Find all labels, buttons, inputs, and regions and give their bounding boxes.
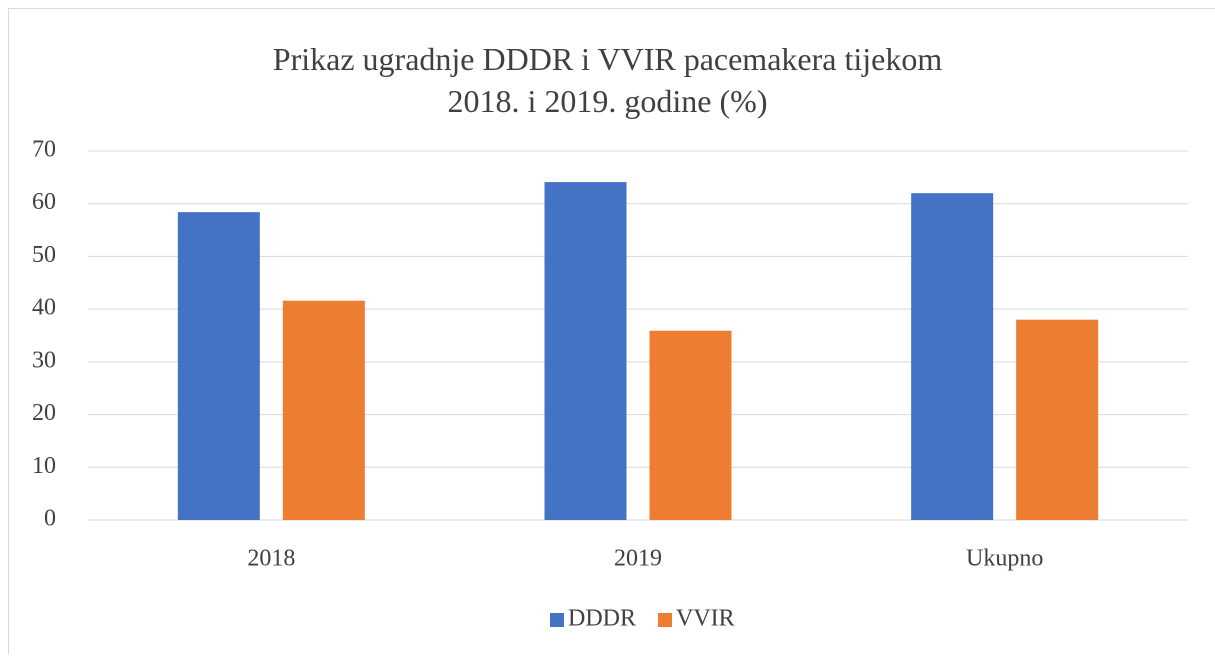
legend-swatch [550, 613, 564, 627]
bar [545, 182, 627, 520]
y-tick-label: 60 [32, 189, 56, 215]
bar [283, 301, 365, 520]
x-tick-label: 2019 [614, 546, 662, 572]
legend-label: DDDR [568, 606, 636, 632]
bar [650, 331, 732, 520]
y-tick-label: 70 [32, 137, 56, 163]
bar [178, 212, 260, 520]
y-tick-label: 40 [32, 295, 56, 321]
chart-title: Prikaz ugradnje DDDR i VVIR pacemakera t… [250, 38, 965, 122]
y-tick-label: 20 [32, 400, 56, 426]
legend-swatch [658, 613, 672, 627]
x-tick-label: 2018 [247, 546, 295, 572]
y-tick-label: 0 [44, 506, 56, 532]
y-tick-label: 10 [32, 453, 56, 479]
y-tick-label: 30 [32, 347, 56, 373]
bar [1016, 320, 1098, 520]
legend-label: VVIR [676, 606, 735, 632]
y-tick-label: 50 [32, 242, 56, 268]
x-tick-label: Ukupno [966, 546, 1043, 572]
bar [911, 193, 993, 520]
